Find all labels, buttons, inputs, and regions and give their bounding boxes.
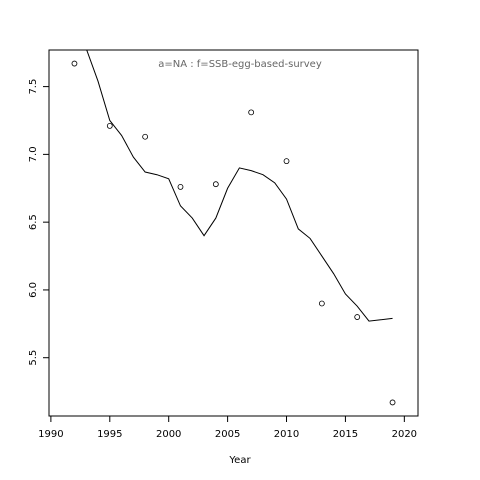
x-tick-label: 1995 [97,429,122,440]
y-tick-label: 6.0 [28,282,39,298]
x-tick-label: 2020 [392,429,417,440]
chart-title: a=NA : f=SSB-egg-based-survey [158,59,322,70]
observation-point [106,123,113,129]
observation-point [389,399,396,406]
observation-point [71,60,78,67]
observation-point [318,300,325,307]
x-tick-label: 1990 [38,429,63,440]
x-tick-label: 2010 [274,429,299,440]
observation-point [354,314,361,320]
observation-point [248,109,255,116]
x-tick-label: 2015 [333,429,358,440]
y-tick-label: 7.5 [28,79,39,95]
y-tick-label: 5.5 [28,350,39,366]
y-tick-label: 7.0 [28,146,39,162]
observation-point [283,158,290,165]
observation-point [142,133,149,140]
observation-point [177,184,184,190]
plot-frame [48,49,419,417]
model-line [86,50,393,322]
x-tick-label: 2000 [156,429,181,440]
y-tick-label: 6.5 [28,214,39,230]
x-axis-label: Year [228,455,251,466]
x-tick-label: 2005 [215,429,240,440]
observation-point [212,181,219,188]
